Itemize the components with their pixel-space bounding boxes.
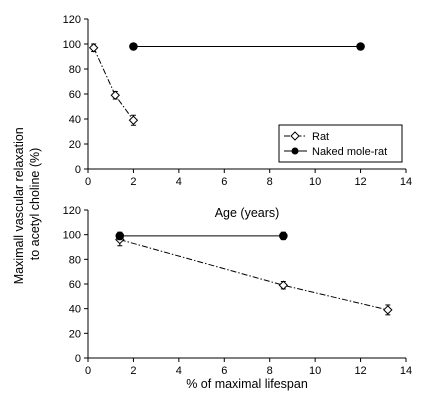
x-tick-label: 2 — [130, 176, 136, 188]
x-tick-label: 12 — [354, 365, 366, 377]
x-axis-title: % of maximal lifespan — [186, 377, 308, 391]
y-tick-label: 0 — [75, 353, 81, 365]
y-tick-label: 120 — [63, 205, 81, 217]
y-tick-label: 100 — [63, 230, 81, 242]
top-panel: 0 20 40 60 80 100 120 0 2 4 6 8 10 12 14 Age (years) Rat… — [63, 14, 412, 220]
x-tick-label: 6 — [221, 176, 227, 188]
data-point-circle — [356, 42, 365, 51]
data-point-diamond — [88, 43, 99, 53]
x-tick-label: 6 — [221, 365, 227, 377]
data-point-diamond — [110, 90, 120, 100]
y-tick-label: 0 — [75, 164, 81, 176]
y-tick-label: 80 — [69, 254, 81, 266]
data-point-circle — [115, 231, 125, 241]
x-tick-label: 0 — [85, 365, 91, 377]
legend-box — [278, 124, 403, 163]
x-tick-label: 8 — [267, 365, 273, 377]
x-axis-title: Age (years) — [215, 206, 280, 220]
y-tick-label: 60 — [69, 89, 81, 101]
y-tick-label: 80 — [69, 64, 81, 76]
x-tick-label: 10 — [309, 365, 321, 377]
y-axis-title-line-1: Maximall vascular relaxation — [12, 127, 26, 284]
legend-marker-circle — [291, 147, 299, 155]
series-line — [93, 47, 134, 121]
y-tick-label: 60 — [69, 279, 81, 291]
x-tick-label: 14 — [400, 176, 412, 188]
x-tick-label: 8 — [267, 176, 273, 188]
data-point-circle — [129, 42, 138, 51]
y-tick-label: 20 — [69, 328, 81, 340]
x-tick-label: 10 — [309, 176, 321, 188]
data-point-diamond — [278, 280, 289, 290]
bottom-panel: 0 20 40 60 80 100 120 0 2 4 6 8 10 12 14 % of maximal l… — [63, 205, 412, 391]
legend-label: Naked mole-rat — [312, 146, 387, 158]
x-tick-label: 0 — [85, 176, 91, 188]
y-axis-title-line-2: to acetyl choline (%) — [28, 148, 42, 261]
y-tick-label: 20 — [69, 139, 81, 151]
y-tick-label: 40 — [69, 304, 81, 316]
legend-marker-diamond — [290, 131, 300, 141]
x-tick-label: 2 — [130, 365, 136, 377]
y-tick-label: 100 — [63, 39, 81, 51]
x-tick-label: 4 — [176, 176, 182, 188]
x-tick-label: 12 — [354, 176, 366, 188]
y-tick-label: 40 — [69, 114, 81, 126]
data-point-diamond — [128, 115, 139, 125]
x-tick-label: 4 — [176, 365, 182, 377]
y-tick-label: 120 — [63, 14, 81, 26]
legend-label: Rat — [312, 131, 329, 143]
series-line — [119, 239, 388, 311]
data-point-circle — [279, 231, 288, 241]
y-axis-title: Maximall vascular relaxation to acetyl c… — [12, 124, 42, 285]
data-point-diamond — [383, 305, 393, 315]
x-tick-label: 14 — [400, 365, 412, 377]
